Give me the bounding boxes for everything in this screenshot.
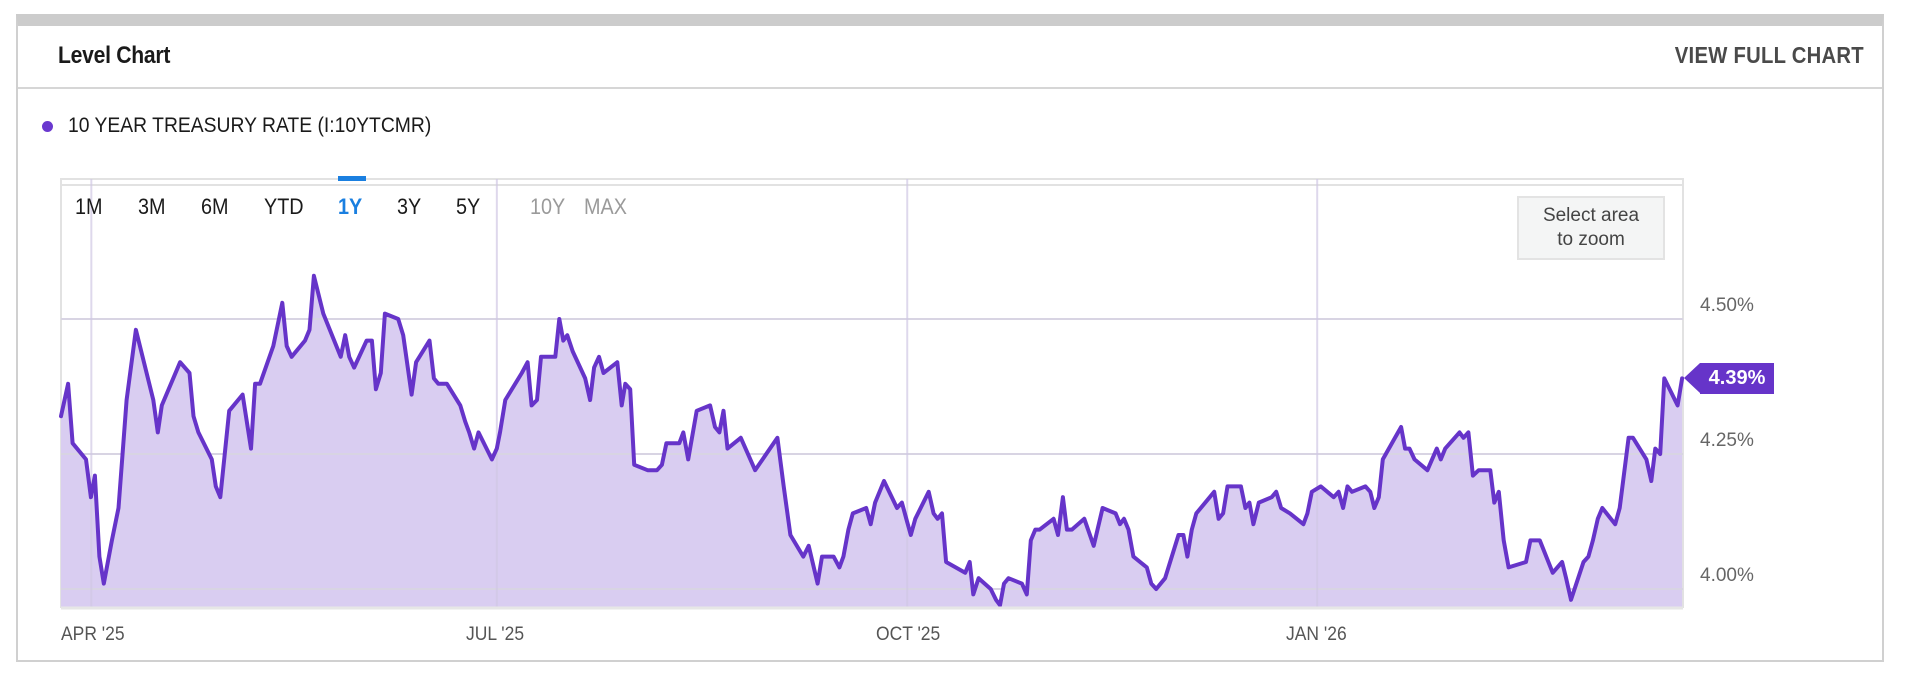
- active-range-indicator: [338, 176, 366, 181]
- range-button-3m[interactable]: 3M: [138, 194, 166, 219]
- x-axis-label: JUL '25: [465, 624, 524, 645]
- select-area-zoom-hint: Select area to zoom: [1517, 196, 1665, 260]
- range-button-1m[interactable]: 1M: [75, 194, 103, 219]
- chart-legend[interactable]: 10 YEAR TREASURY RATE (I:10YTCMR): [42, 114, 463, 138]
- range-button-5y[interactable]: 5Y: [456, 194, 481, 219]
- card-title: Level Chart: [58, 42, 171, 69]
- view-full-chart-link[interactable]: VIEW FULL CHART: [1674, 42, 1864, 68]
- zoom-hint-line1: Select area: [1542, 205, 1640, 226]
- y-axis-label: 4.25%: [1700, 430, 1754, 451]
- zoom-hint-line2: to zoom: [1557, 229, 1625, 250]
- y-axis-label: 4.00%: [1700, 565, 1754, 586]
- series-area-fill: [61, 275, 1683, 607]
- range-button-1y[interactable]: 1Y: [338, 194, 363, 219]
- range-button-max: MAX: [584, 194, 627, 219]
- y-axis-label: 4.50%: [1700, 295, 1754, 316]
- range-button-6m[interactable]: 6M: [201, 194, 229, 219]
- range-button-ytd[interactable]: YTD: [264, 194, 304, 219]
- legend-dot-icon: [42, 120, 53, 132]
- series-line: [59, 273, 1685, 608]
- x-axis-label: APR '25: [61, 624, 125, 645]
- card-header: Level Chart VIEW FULL CHART: [18, 26, 1882, 89]
- current-value-badge: 4.39%: [1700, 363, 1774, 394]
- legend-series-label: 10 YEAR TREASURY RATE (I:10YTCMR): [68, 114, 432, 137]
- range-button-3y[interactable]: 3Y: [397, 194, 422, 219]
- x-axis-label: JAN '26: [1286, 624, 1347, 645]
- range-button-10y: 10Y: [530, 194, 566, 219]
- x-axis-label: OCT '25: [876, 624, 941, 645]
- current-value-badge-arrow: [1684, 363, 1700, 393]
